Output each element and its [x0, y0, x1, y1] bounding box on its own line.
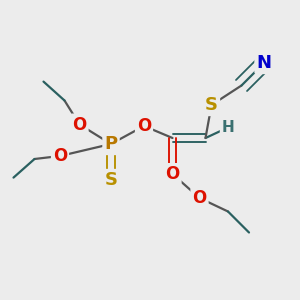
Text: O: O [165, 165, 180, 183]
Text: O: O [137, 117, 151, 135]
Text: N: N [256, 54, 272, 72]
Text: P: P [104, 135, 118, 153]
Text: O: O [192, 189, 207, 207]
Text: H: H [222, 120, 234, 135]
Text: S: S [205, 96, 218, 114]
Text: S: S [104, 171, 118, 189]
Text: O: O [53, 147, 67, 165]
Text: O: O [72, 116, 87, 134]
